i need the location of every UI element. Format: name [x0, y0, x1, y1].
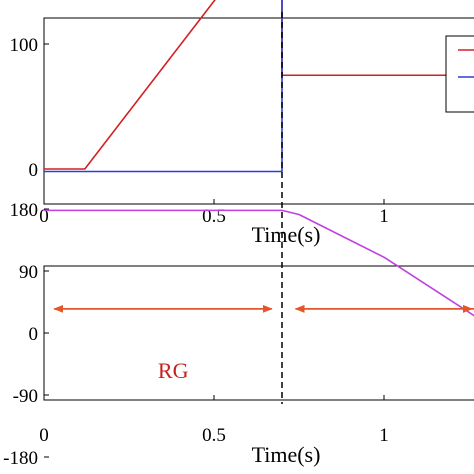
top-axes-frame	[43, 17, 474, 205]
top-x-ticks: 00.511.522.5	[39, 199, 389, 227]
bottom-y-tick-label: -180	[3, 448, 38, 469]
bottom-y-tick-label: 90	[19, 262, 38, 283]
bottom-series	[44, 209, 474, 317]
top-y-ticks: 0100200300	[10, 35, 49, 181]
bottom-x-axis-label: Time(s)	[252, 442, 321, 467]
top-x-tick-label: 0	[39, 206, 49, 227]
bottom-y-tick-label: -90	[13, 386, 38, 407]
top-series	[44, 0, 474, 173]
top-x-tick-label: 1	[379, 206, 389, 227]
bottom-series-line-magenta	[44, 209, 474, 317]
bottom-x-tick-label: 1	[379, 425, 389, 446]
top-y-tick-label: 100	[10, 35, 39, 56]
bottom-y-tick-label: 0	[29, 324, 39, 345]
bottom-x-ticks: 00.511.522.5	[39, 395, 389, 446]
region-label-rg: RG	[158, 358, 189, 383]
region-labels: RGRIGR	[158, 358, 189, 383]
legend	[445, 35, 474, 113]
top-y-tick-label: 0	[29, 160, 39, 181]
bottom-x-tick-label: 0.5	[202, 425, 226, 446]
top-series-line-blue	[44, 0, 283, 173]
top-x-axis-label: Time(s)	[252, 222, 321, 247]
bottom-axes-frame	[43, 265, 474, 401]
top-panel: 0100200300 00.511.522.5 Time(s)	[10, 0, 474, 247]
bottom-y-tick-label: 180	[10, 200, 39, 221]
bottom-x-tick-label: 0	[39, 425, 49, 446]
top-x-tick-label: 0.5	[202, 206, 226, 227]
top-series-line-red	[44, 0, 474, 170]
phase-boundary-lines	[281, 12, 283, 404]
legend-box	[445, 35, 474, 113]
